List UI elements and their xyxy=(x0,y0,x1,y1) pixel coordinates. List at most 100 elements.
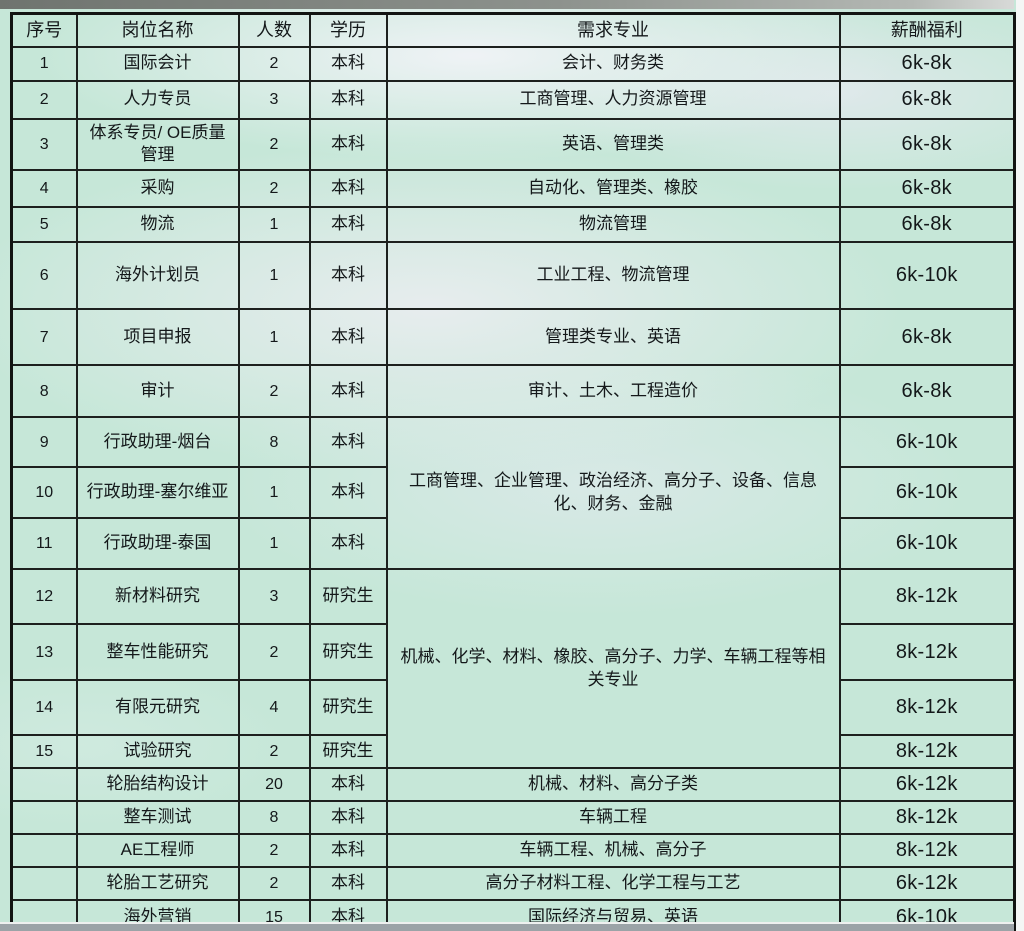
header-major: 需求专业 xyxy=(385,12,841,48)
cell-education: 本科 xyxy=(308,206,388,244)
cell-position: 采购 xyxy=(75,169,240,209)
cell-position: 物流 xyxy=(75,206,240,244)
cell-no: 8 xyxy=(10,364,78,419)
cell-position: AE工程师 xyxy=(75,833,240,869)
cell-count: 3 xyxy=(237,79,311,120)
bottom-edge-strip xyxy=(0,922,1014,931)
cell-position: 审计 xyxy=(75,364,240,419)
cell-position: 轮胎工艺研究 xyxy=(75,866,240,902)
cell-major-merged: 工商管理、企业管理、政治经济、高分子、设备、信息化、财务、金融 xyxy=(385,416,841,571)
table-row: 11 行政助理-泰国 1 本科 6k-10k xyxy=(10,517,1016,571)
table-row: 10 行政助理-塞尔维亚 1 本科 6k-10k xyxy=(10,466,1016,520)
cell-no: 5 xyxy=(10,206,78,244)
cell-education: 研究生 xyxy=(308,734,388,770)
cell-salary: 8k-12k xyxy=(838,623,1016,682)
cell-no: 10 xyxy=(10,466,78,520)
cell-no: 14 xyxy=(10,679,78,737)
cell-education: 本科 xyxy=(308,45,388,82)
cell-count: 2 xyxy=(237,623,311,682)
cell-position: 有限元研究 xyxy=(75,679,240,737)
cell-salary: 6k-8k xyxy=(838,169,1016,209)
header-name: 岗位名称 xyxy=(75,12,240,48)
cell-count: 2 xyxy=(237,169,311,209)
cell-salary: 6k-10k xyxy=(838,517,1016,571)
cell-education: 本科 xyxy=(308,308,388,367)
header-row: 序号 岗位名称 人数 学历 需求专业 薪酬福利 xyxy=(10,12,1016,48)
cell-salary: 6k-8k xyxy=(838,117,1016,172)
cell-salary: 8k-12k xyxy=(838,800,1016,836)
cell-no: 7 xyxy=(10,308,78,367)
cell-position: 轮胎结构设计 xyxy=(75,767,240,803)
table-row: 轮胎结构设计 20 本科 机械、材料、高分子类 6k-12k xyxy=(10,767,1016,803)
cell-major: 会计、财务类 xyxy=(385,45,841,82)
table-row: 7 项目申报 1 本科 管理类专业、英语 6k-8k xyxy=(10,308,1016,367)
cell-education: 本科 xyxy=(308,517,388,571)
table-row: 6 海外计划员 1 本科 工业工程、物流管理 6k-10k xyxy=(10,241,1016,311)
cell-education: 本科 xyxy=(308,833,388,869)
cell-salary: 6k-8k xyxy=(838,206,1016,244)
cell-education: 本科 xyxy=(308,466,388,520)
cell-salary: 8k-12k xyxy=(838,833,1016,869)
cell-salary: 6k-8k xyxy=(838,364,1016,419)
cell-education: 本科 xyxy=(308,79,388,120)
table-row: 轮胎工艺研究 2 本科 高分子材料工程、化学工程与工艺 6k-12k xyxy=(10,866,1016,902)
cell-education: 本科 xyxy=(308,800,388,836)
cell-count: 2 xyxy=(237,833,311,869)
cell-no xyxy=(10,833,78,869)
cell-count: 20 xyxy=(237,767,311,803)
cell-education: 研究生 xyxy=(308,568,388,626)
cell-position: 试验研究 xyxy=(75,734,240,770)
cell-salary: 8k-12k xyxy=(838,679,1016,737)
cell-position: 行政助理-塞尔维亚 xyxy=(75,466,240,520)
cell-major: 审计、土木、工程造价 xyxy=(385,364,841,419)
cell-education: 本科 xyxy=(308,241,388,311)
cell-count: 8 xyxy=(237,800,311,836)
table-row: 12 新材料研究 3 研究生 机械、化学、材料、橡胶、高分子、力学、车辆工程等相… xyxy=(10,568,1016,770)
table-row: 15 试验研究 2 研究生 8k-12k xyxy=(10,734,1016,770)
cell-no: 1 xyxy=(10,45,78,82)
cell-count: 4 xyxy=(237,679,311,737)
cell-salary: 6k-12k xyxy=(838,866,1016,902)
cell-salary: 6k-10k xyxy=(838,241,1016,311)
cell-major: 工业工程、物流管理 xyxy=(385,241,841,311)
table-row: 3 体系专员/ OE质量管理 2 本科 英语、管理类 6k-8k xyxy=(10,117,1016,172)
cell-count: 3 xyxy=(237,568,311,626)
cell-position: 体系专员/ OE质量管理 xyxy=(75,117,240,172)
cell-count: 1 xyxy=(237,241,311,311)
cell-position: 行政助理-泰国 xyxy=(75,517,240,571)
cell-major: 英语、管理类 xyxy=(385,117,841,172)
cell-education: 研究生 xyxy=(308,623,388,682)
cell-no: 9 xyxy=(10,416,78,469)
top-edge-strip xyxy=(0,0,1014,9)
table-row: 13 整车性能研究 2 研究生 8k-12k xyxy=(10,623,1016,682)
right-edge-strip xyxy=(1016,0,1024,931)
cell-salary: 6k-10k xyxy=(838,466,1016,520)
cell-major: 物流管理 xyxy=(385,206,841,244)
table-row: 14 有限元研究 4 研究生 8k-12k xyxy=(10,679,1016,737)
cell-major: 管理类专业、英语 xyxy=(385,308,841,367)
cell-education: 本科 xyxy=(308,767,388,803)
cell-no xyxy=(10,800,78,836)
cell-position: 人力专员 xyxy=(75,79,240,120)
cell-count: 2 xyxy=(237,866,311,902)
cell-education: 本科 xyxy=(308,416,388,469)
cell-no: 4 xyxy=(10,169,78,209)
cell-no: 2 xyxy=(10,79,78,120)
cell-position: 国际会计 xyxy=(75,45,240,82)
cell-count: 2 xyxy=(237,117,311,172)
cell-no: 12 xyxy=(10,568,78,626)
cell-position: 行政助理-烟台 xyxy=(75,416,240,469)
cell-salary: 6k-12k xyxy=(838,767,1016,803)
header-count: 人数 xyxy=(237,12,311,48)
cell-count: 1 xyxy=(237,517,311,571)
cell-salary: 6k-8k xyxy=(838,308,1016,367)
cell-major: 机械、材料、高分子类 xyxy=(385,767,841,803)
table-row: 5 物流 1 本科 物流管理 6k-8k xyxy=(10,206,1016,244)
cell-no: 15 xyxy=(10,734,78,770)
cell-salary: 6k-10k xyxy=(838,416,1016,469)
cell-education: 本科 xyxy=(308,866,388,902)
cell-major: 车辆工程 xyxy=(385,800,841,836)
header-salary: 薪酬福利 xyxy=(838,12,1016,48)
header-no: 序号 xyxy=(10,12,78,48)
cell-count: 1 xyxy=(237,308,311,367)
